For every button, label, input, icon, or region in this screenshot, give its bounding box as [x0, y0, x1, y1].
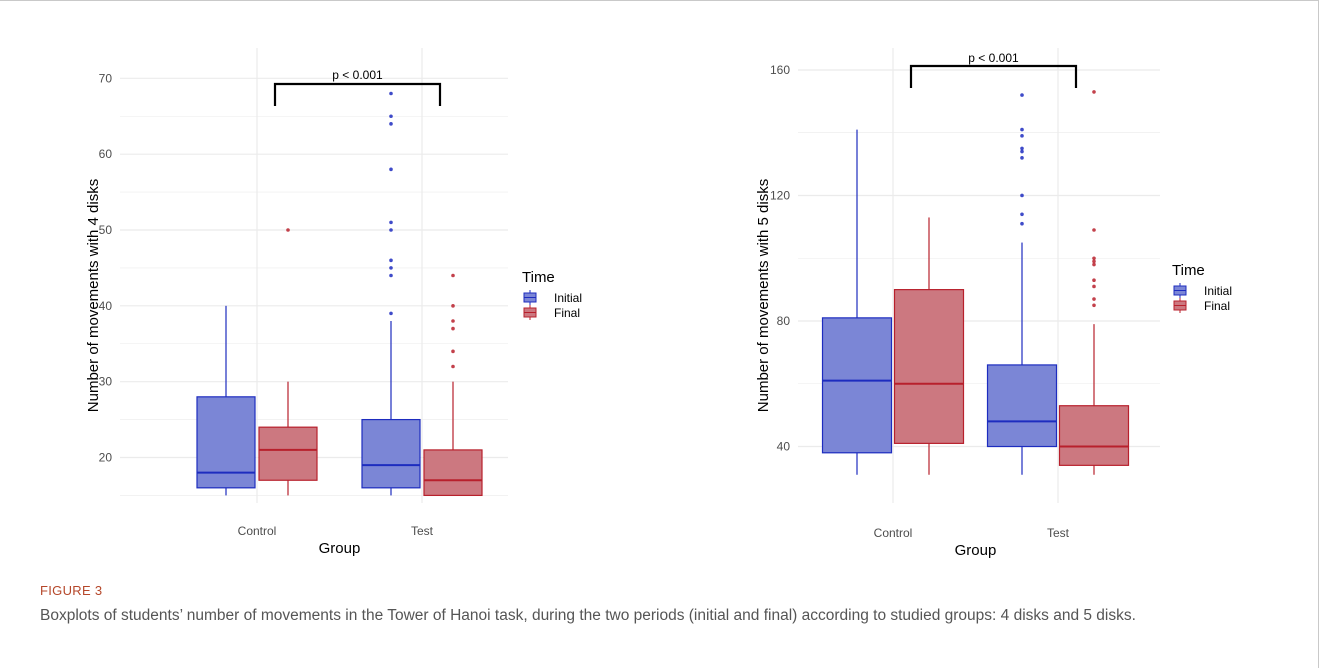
x-axis-title: Group [319, 540, 361, 557]
outlier-point [1092, 262, 1096, 267]
outlier-point [1020, 221, 1024, 226]
box-iqr [361, 418, 421, 489]
significance-bracket [273, 82, 442, 106]
outlier-point [1092, 259, 1096, 264]
box-iqr [196, 396, 256, 489]
outlier-point [1020, 193, 1024, 198]
outlier-point [389, 122, 393, 126]
chart-panel-1: 20 30 40 50 60 70 Control Test Group Number of mo… [85, 48, 582, 557]
outlier-point [451, 273, 455, 278]
box-final-test [423, 273, 483, 497]
y-axis-title: Number of movements with 4 disks [85, 179, 102, 412]
legend-title: Time [522, 269, 555, 286]
box-iqr [423, 449, 483, 497]
box-final-control [893, 217, 965, 475]
y-tick-label: 30 [99, 375, 113, 389]
box-initial-test [986, 93, 1058, 475]
legend-label: Initial [554, 291, 582, 305]
legend-label: Initial [1204, 284, 1232, 298]
y-tick-label: 160 [770, 63, 790, 77]
chart-panel-2: 40 80 120 160 Control Test Group Number of move… [755, 48, 1232, 559]
outlier-point [1092, 90, 1096, 94]
y-tick-label: 50 [99, 223, 113, 237]
outlier-point [1020, 156, 1024, 160]
outlier-point [451, 364, 455, 369]
figure-caption: Boxplots of students’ number of movement… [40, 607, 1136, 624]
outlier-point [389, 114, 393, 119]
outlier-point [1092, 284, 1096, 289]
legend-label: Final [554, 306, 580, 320]
outlier-point [389, 258, 393, 263]
outlier-point [1092, 278, 1096, 283]
outlier-point [451, 349, 455, 354]
legend-label: Final [1204, 299, 1230, 313]
outlier-point [389, 167, 393, 172]
outlier-point [389, 273, 393, 278]
outlier-point [1020, 134, 1024, 138]
significance-label: p < 0.001 [968, 51, 1019, 65]
box-iqr [258, 426, 318, 481]
box-iqr [893, 289, 965, 444]
box-iqr [986, 364, 1058, 448]
box-final-control [258, 228, 318, 496]
significance-label: p < 0.001 [332, 68, 383, 82]
outlier-point [1020, 149, 1024, 154]
x-tick-label: Control [238, 524, 277, 538]
y-tick-label: 20 [99, 451, 113, 465]
significance-bracket [909, 64, 1078, 88]
outlier-point [389, 220, 393, 225]
outlier-point [389, 266, 393, 270]
outlier-point [1092, 228, 1096, 232]
y-tick-label: 120 [770, 188, 790, 202]
outlier-point [1092, 303, 1096, 308]
outlier-point [451, 326, 455, 331]
y-tick-label: 40 [777, 440, 791, 454]
box-iqr [821, 317, 893, 454]
x-tick-label: Test [1047, 526, 1070, 540]
legend-title: Time [1172, 262, 1205, 279]
outlier-point [1092, 297, 1096, 301]
figure-label: FIGURE 3 [40, 583, 103, 598]
outlier-point [451, 319, 455, 323]
y-tick-label: 70 [99, 71, 113, 85]
box-final-test [1058, 90, 1130, 475]
box-initial-control [196, 305, 256, 496]
box-initial-control [821, 129, 893, 475]
y-tick-label: 40 [99, 299, 113, 313]
x-tick-label: Test [411, 524, 434, 538]
y-tick-label: 80 [777, 314, 791, 328]
box-initial-test [361, 91, 421, 496]
outlier-point [389, 228, 393, 232]
x-axis-title: Group [955, 542, 997, 559]
outlier-point [286, 228, 290, 232]
boxplot-figure: 20 30 40 50 60 70 Control Test Group Number of mo… [85, 48, 1232, 559]
outlier-point [1020, 212, 1024, 217]
y-tick-label: 60 [99, 147, 113, 161]
x-tick-label: Control [874, 526, 913, 540]
outlier-point [451, 304, 455, 308]
outlier-point [389, 311, 393, 316]
outlier-point [1020, 146, 1024, 151]
box-iqr [1058, 405, 1130, 466]
outlier-point [1020, 127, 1024, 132]
outlier-point [1092, 256, 1096, 261]
outlier-point [389, 91, 393, 96]
outlier-point [1020, 93, 1024, 97]
y-axis-title: Number of movements with 5 disks [755, 179, 772, 412]
